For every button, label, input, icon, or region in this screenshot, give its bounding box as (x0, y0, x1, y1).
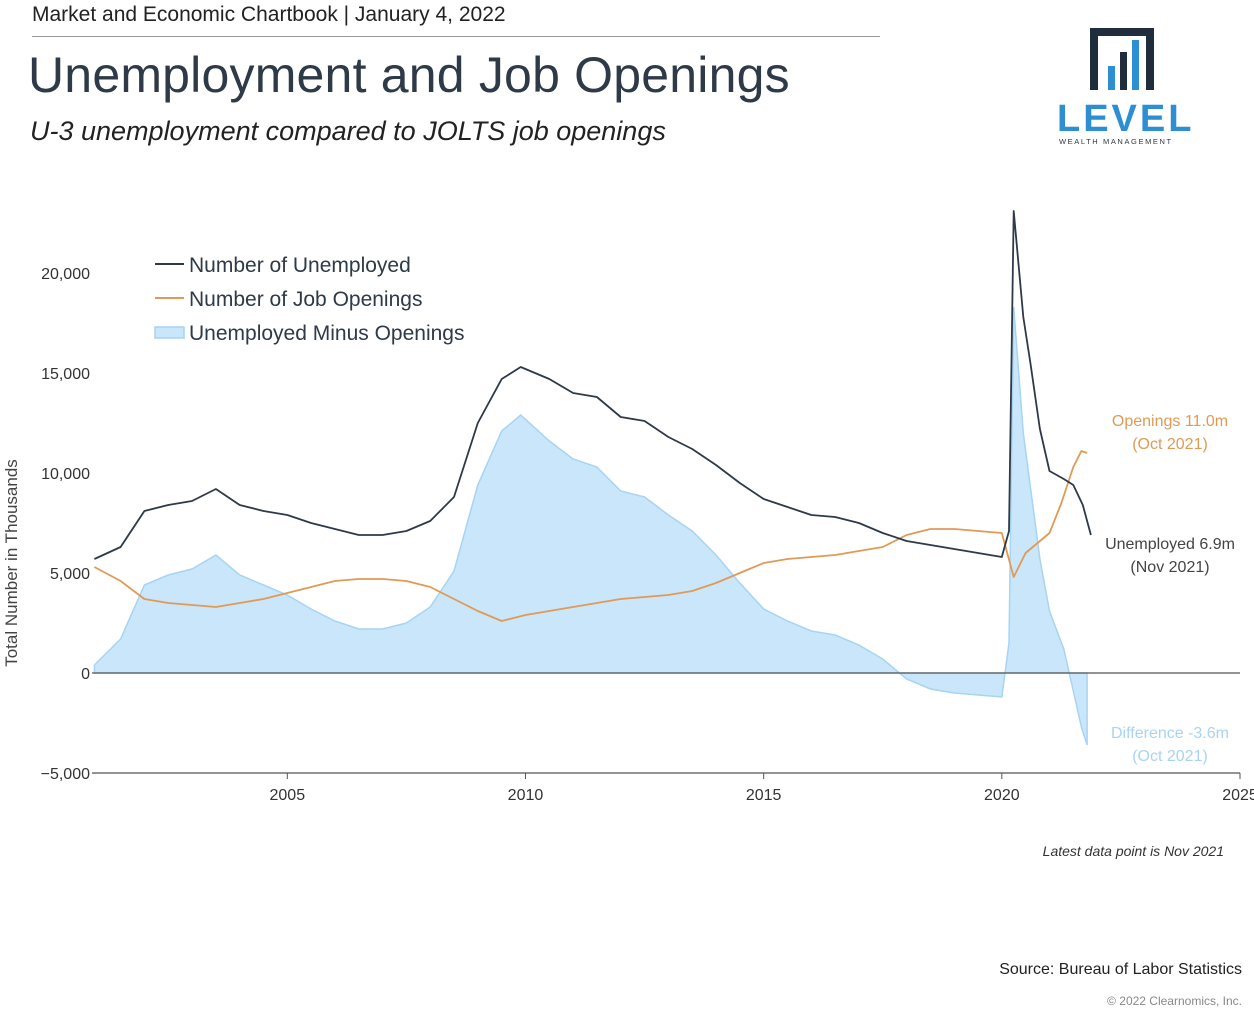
header-rule (32, 36, 880, 37)
x-tick-label: 2015 (746, 787, 782, 804)
logo-wordmark: LEVEL (1057, 98, 1195, 140)
difference-annotation: (Oct 2021) (1132, 748, 1208, 765)
legend-unemployed-label: Number of Unemployed (189, 254, 411, 277)
y-axis-title: Total Number in Thousands (2, 459, 21, 667)
logo-tagline: WEALTH MANAGEMENT (1059, 137, 1173, 146)
openings-annotation: (Oct 2021) (1132, 436, 1208, 453)
chartbook-header: Market and Economic Chartbook | January … (32, 3, 506, 26)
unemployed-annotation: Unemployed 6.9m (1105, 536, 1235, 553)
x-tick-label: 2020 (984, 787, 1020, 804)
y-tick-label: 5,000 (50, 566, 90, 583)
source-note: Source: Bureau of Labor Statistics (999, 961, 1242, 978)
y-tick-label: 0 (81, 666, 90, 683)
x-tick-label: 2005 (270, 787, 306, 804)
x-tick-label: 2010 (508, 787, 544, 804)
openings-line (93, 450, 1088, 622)
legend-difference-swatch (154, 326, 185, 339)
difference-area (93, 306, 1088, 746)
unemployed-annotation: (Nov 2021) (1130, 559, 1209, 576)
legend-openings-label: Number of Job Openings (189, 288, 422, 311)
unemployment-openings-chart: −5,000 0 5,000 10,000 15,000 20,000 Total Numb… (2, 210, 1254, 804)
y-tick-label: 20,000 (41, 266, 90, 283)
openings-annotation: Openings 11.0m (1112, 413, 1228, 430)
x-tick-label: 2025 (1222, 787, 1254, 804)
page-subtitle: U-3 unemployment compared to JOLTS job o… (30, 116, 666, 146)
y-tick-label: 15,000 (41, 366, 90, 383)
latest-data-note: Latest data point is Nov 2021 (1042, 843, 1224, 859)
y-tick-label: −5,000 (41, 766, 90, 783)
page-title: Unemployment and Job Openings (28, 47, 790, 103)
y-tick-label: 10,000 (41, 466, 90, 483)
level-logo-icon (1090, 28, 1154, 90)
difference-annotation: Difference -3.6m (1111, 725, 1229, 742)
copyright-note: © 2022 Clearnomics, Inc. (1107, 994, 1242, 1008)
legend-difference-label: Unemployed Minus Openings (189, 322, 464, 345)
unemployed-line (94, 210, 1092, 560)
